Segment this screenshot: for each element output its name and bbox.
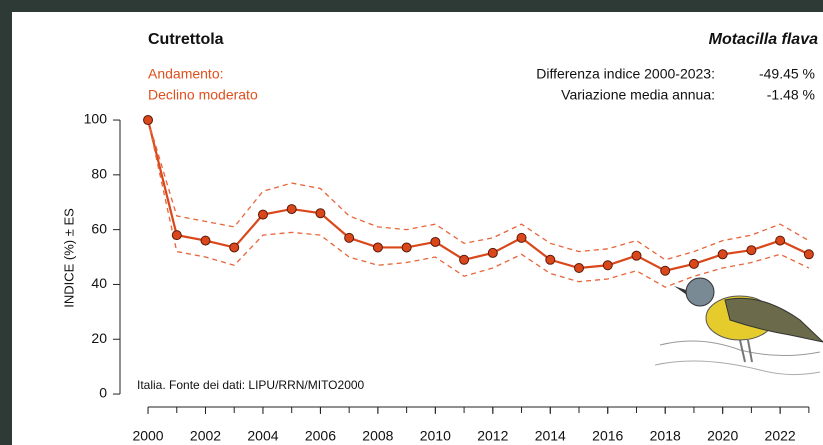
data-point <box>602 260 613 271</box>
data-point <box>688 258 699 269</box>
stat-label: Variazione media annua: <box>561 87 715 103</box>
x-tick-label: 2004 <box>247 428 278 444</box>
data-point <box>372 242 383 253</box>
data-point <box>717 249 728 260</box>
data-point <box>200 235 211 246</box>
ground-sketch <box>654 360 821 376</box>
x-tick-label: 2018 <box>650 428 681 444</box>
data-point <box>516 232 527 243</box>
index-line <box>146 119 810 272</box>
ground-sketch <box>659 340 821 357</box>
x-tick-label: 2002 <box>190 428 221 444</box>
chart-title: Cutrettola <box>148 31 224 48</box>
data-point <box>257 209 268 220</box>
y-tick-label: 60 <box>91 220 107 236</box>
data-point <box>143 115 154 126</box>
data-point <box>344 232 355 243</box>
y-tick-label: 20 <box>91 330 107 346</box>
x-tick-label: 2016 <box>592 428 623 444</box>
trend-value: Declino moderato <box>148 87 258 103</box>
bird-beak <box>674 286 687 295</box>
data-point <box>171 230 182 241</box>
data-point <box>401 242 412 253</box>
x-tick-label: 2008 <box>362 428 393 444</box>
stat-value: -49.45 % <box>759 66 815 82</box>
x-tick-label: 2022 <box>765 428 796 444</box>
data-point <box>286 204 297 215</box>
data-point <box>430 236 441 247</box>
stat-value: -1.48 % <box>767 87 815 103</box>
trend-label: Andamento: <box>148 66 224 82</box>
source-note: Italia. Fonte dei dati: LIPU/RRN/MITO200… <box>137 378 365 392</box>
y-tick-label: 40 <box>91 275 107 291</box>
x-tick-label: 2006 <box>305 428 336 444</box>
y-tick-label: 80 <box>91 166 107 182</box>
data-point <box>229 242 240 253</box>
x-tick-label: 2010 <box>420 428 451 444</box>
data-point <box>775 235 786 246</box>
chart-panel: Cutrettola Motacilla flava Andamento: De… <box>12 12 823 445</box>
data-point <box>631 250 642 261</box>
data-point <box>803 249 814 260</box>
x-tick-label: 2014 <box>535 428 566 444</box>
data-point <box>746 245 757 256</box>
y-tick-label: 0 <box>99 385 107 401</box>
y-axis-label: INDICE (%) ± ES <box>61 208 76 308</box>
x-tick-label: 2000 <box>132 428 163 444</box>
data-point <box>574 263 585 273</box>
x-tick-label: 2012 <box>477 428 508 444</box>
error-band-line <box>147 119 810 261</box>
chart: Cutrettola Motacilla flava Andamento: De… <box>61 31 823 444</box>
data-point <box>487 247 498 258</box>
bird-illustration <box>654 277 823 376</box>
bird-head <box>685 277 715 307</box>
data-point <box>315 208 326 219</box>
bird-legs <box>739 339 753 363</box>
data-point <box>459 254 470 265</box>
x-tick-label: 2020 <box>707 428 738 444</box>
data-point <box>545 254 556 265</box>
y-tick-label: 100 <box>84 111 108 127</box>
bird-wing <box>724 297 823 343</box>
stat-label: Differenza indice 2000-2023: <box>536 66 715 82</box>
error-band-line <box>147 119 810 288</box>
chart-subtitle: Motacilla flava <box>709 31 818 48</box>
data-point <box>660 265 671 276</box>
